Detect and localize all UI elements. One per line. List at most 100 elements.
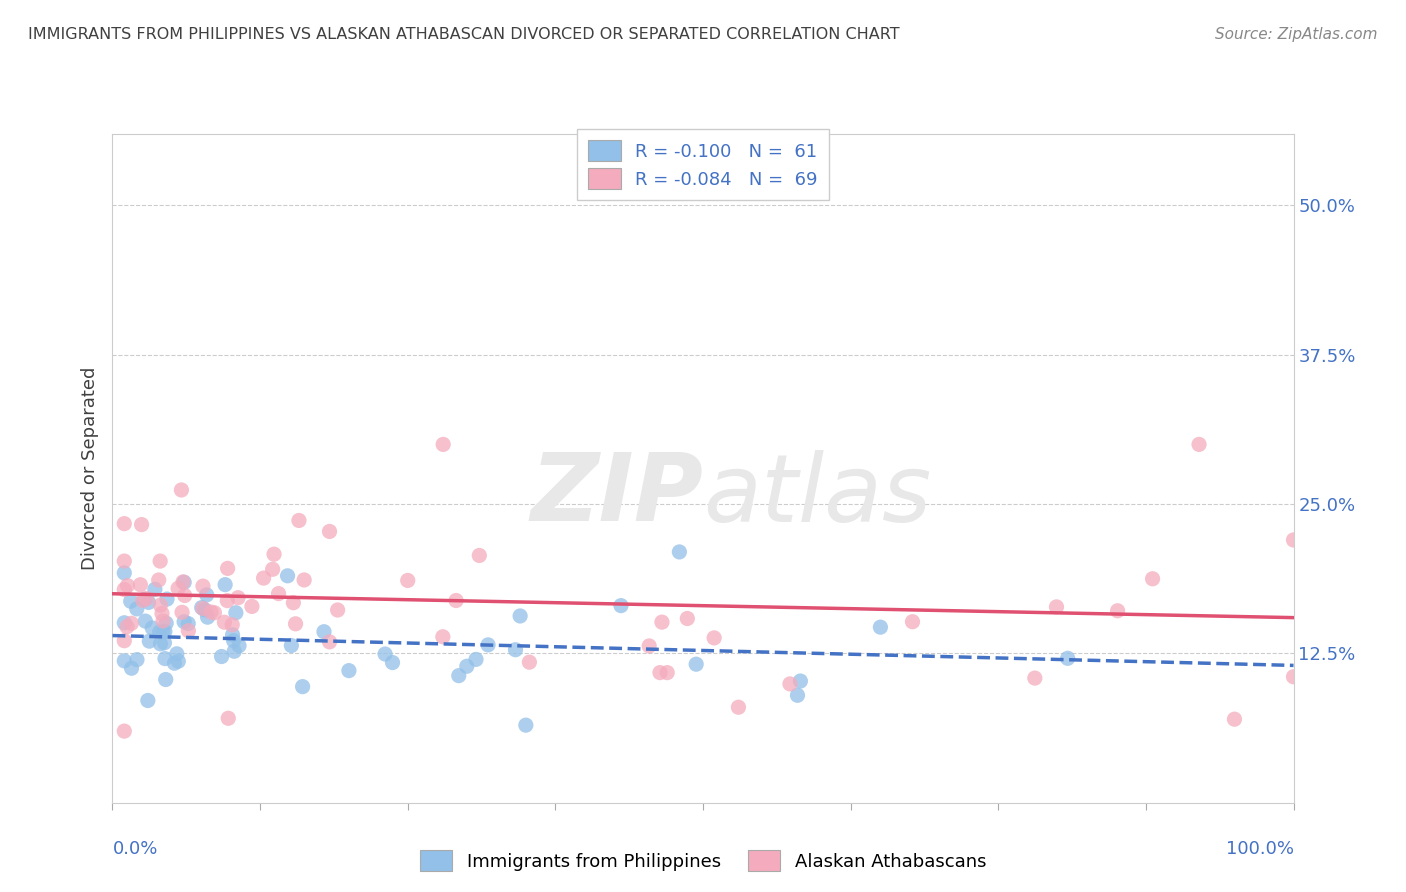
- Point: [190, 600, 212, 615]
- Point: [132, 593, 155, 607]
- Point: [141, 621, 163, 635]
- Point: [1223, 712, 1246, 726]
- Point: [318, 524, 340, 539]
- Point: [170, 483, 193, 497]
- Point: [214, 615, 236, 630]
- Point: [277, 569, 299, 583]
- Point: [191, 579, 214, 593]
- Point: [1188, 437, 1211, 451]
- Point: [167, 654, 190, 668]
- Point: [509, 609, 531, 624]
- Point: [396, 574, 419, 588]
- Point: [138, 634, 160, 648]
- Point: [869, 620, 891, 634]
- Legend: Immigrants from Philippines, Alaskan Athabascans: Immigrants from Philippines, Alaskan Ath…: [412, 843, 994, 879]
- Point: [112, 615, 135, 630]
- Point: [129, 578, 152, 592]
- Point: [222, 633, 245, 648]
- Point: [1142, 572, 1164, 586]
- Point: [217, 561, 239, 575]
- Point: [191, 601, 214, 615]
- Point: [136, 693, 159, 707]
- Point: [214, 577, 236, 591]
- Point: [515, 718, 537, 732]
- Point: [1056, 651, 1078, 665]
- Point: [163, 656, 186, 670]
- Point: [226, 591, 249, 605]
- Point: [312, 624, 335, 639]
- Point: [1282, 533, 1305, 547]
- Point: [156, 592, 179, 607]
- Point: [444, 593, 467, 607]
- Point: [211, 649, 233, 664]
- Point: [456, 659, 478, 673]
- Point: [263, 547, 285, 561]
- Point: [432, 630, 454, 644]
- Point: [465, 652, 488, 666]
- Point: [252, 571, 274, 585]
- Point: [283, 596, 305, 610]
- Point: [112, 582, 135, 597]
- Point: [685, 657, 707, 672]
- Point: [337, 664, 360, 678]
- Point: [150, 607, 173, 621]
- Point: [326, 603, 349, 617]
- Point: [138, 595, 160, 609]
- Point: [519, 655, 541, 669]
- Point: [447, 668, 470, 682]
- Point: [173, 575, 195, 590]
- Point: [292, 573, 315, 587]
- Point: [112, 654, 135, 668]
- Point: [134, 592, 156, 607]
- Point: [131, 517, 153, 532]
- Point: [468, 549, 491, 563]
- Point: [657, 665, 679, 680]
- Point: [153, 624, 176, 639]
- Point: [125, 653, 148, 667]
- Point: [125, 602, 148, 616]
- Point: [120, 594, 142, 608]
- Point: [432, 437, 454, 451]
- Point: [167, 582, 190, 596]
- Point: [1045, 599, 1067, 614]
- Point: [149, 598, 172, 612]
- Point: [477, 638, 499, 652]
- Point: [217, 711, 239, 725]
- Point: [217, 593, 239, 607]
- Point: [1024, 671, 1046, 685]
- Point: [225, 606, 247, 620]
- Point: [170, 605, 193, 619]
- Text: Source: ZipAtlas.com: Source: ZipAtlas.com: [1215, 27, 1378, 42]
- Point: [221, 617, 243, 632]
- Point: [648, 665, 671, 680]
- Point: [703, 631, 725, 645]
- Point: [374, 647, 396, 661]
- Point: [120, 616, 142, 631]
- Point: [262, 562, 284, 576]
- Point: [112, 566, 135, 580]
- Point: [153, 636, 176, 650]
- Point: [143, 582, 166, 597]
- Text: ZIP: ZIP: [530, 449, 703, 541]
- Point: [115, 620, 138, 634]
- Point: [134, 614, 156, 628]
- Point: [152, 614, 174, 628]
- Text: 100.0%: 100.0%: [1226, 839, 1294, 857]
- Point: [1282, 670, 1305, 684]
- Legend: R = -0.100   N =  61, R = -0.084   N =  69: R = -0.100 N = 61, R = -0.084 N = 69: [578, 129, 828, 200]
- Point: [173, 589, 195, 603]
- Point: [166, 647, 188, 661]
- Point: [112, 724, 135, 739]
- Point: [172, 574, 194, 589]
- Point: [121, 661, 143, 675]
- Point: [267, 586, 290, 600]
- Point: [280, 639, 302, 653]
- Point: [668, 545, 690, 559]
- Point: [221, 628, 243, 642]
- Point: [155, 673, 177, 687]
- Point: [224, 644, 246, 658]
- Point: [651, 615, 673, 629]
- Point: [194, 603, 217, 617]
- Point: [1107, 604, 1129, 618]
- Point: [173, 615, 195, 629]
